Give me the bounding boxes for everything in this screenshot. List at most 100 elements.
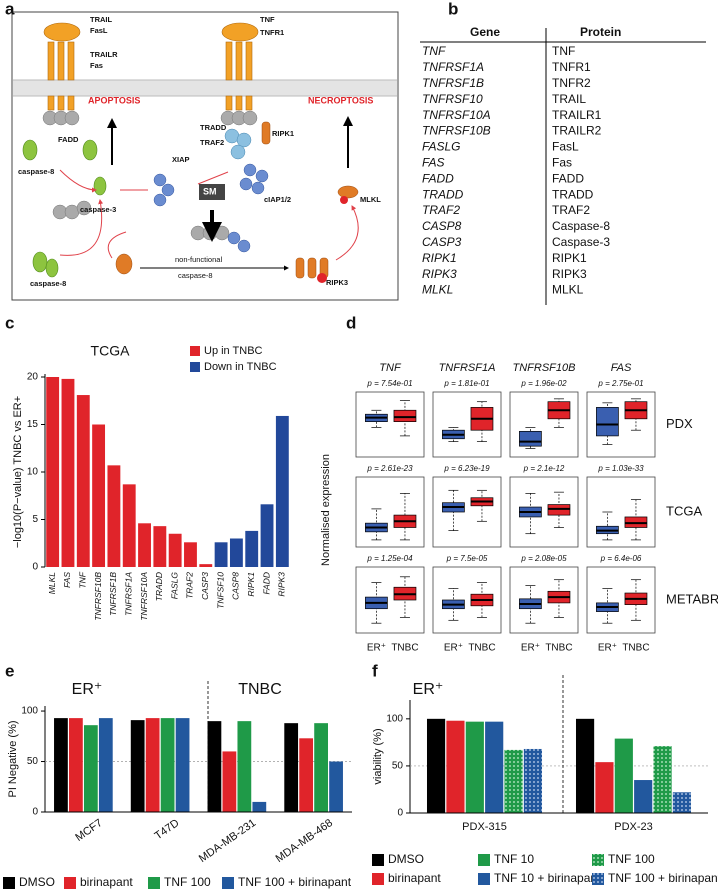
bar [98,718,113,812]
legend-swatch [190,362,200,372]
bar [446,720,465,813]
diagram-label: Fas [90,61,103,70]
protein-cell: RIPK3 [552,267,587,281]
legend-swatch [592,854,604,866]
bar [465,721,484,813]
gene-title: TNF [379,362,402,374]
protein-cell: RIPK1 [552,251,587,265]
x-tick-label: TNFRSF10B [93,572,103,621]
p-value: p = 1.25e-04 [366,554,413,563]
diagram-label: caspase-8 [178,271,213,280]
protein-cell: Caspase-8 [552,219,610,233]
p-value: p = 2.1e-12 [523,464,565,473]
bar [61,378,75,567]
gene-cell: TNFRSF1A [422,60,484,74]
group-label: TNBC [238,681,282,698]
x-tick-label: TNBC [391,643,418,654]
p-value: p = 2.08e-05 [520,554,567,563]
x-tick-label: MDA-MB-468 [274,817,335,865]
legend-swatch [64,877,76,889]
x-tick-label: TNFRSF1B [108,572,118,616]
gene-title: FAS [611,362,632,374]
diagram-label: SM [203,186,217,196]
bar [653,746,672,813]
protein-cell: TNFR1 [552,60,591,74]
bar [284,723,299,812]
bar [199,564,213,567]
diagram-label: caspase-8 [30,279,66,288]
legend-label: TNF 10 [494,852,534,866]
y-axis-label: −log10(P−value) TNBC vs ER+ [12,396,24,548]
panel-frame [586,391,656,458]
bar [54,718,68,812]
bar [145,718,160,812]
x-tick-label: CASP3 [200,572,210,600]
bar [168,533,182,567]
diagram-label: MLKL [360,195,381,204]
bar [122,484,136,567]
table-header: Gene [470,25,500,39]
y-axis-label: viability (%) [372,728,384,784]
table-header: Protein [580,25,621,39]
legend-swatch [478,873,490,885]
x-tick-label: RIPK1 [246,572,256,597]
protein-cell: Caspase-3 [552,235,610,249]
gene-cell: TNFRSF10 [422,92,483,106]
bar [245,530,259,567]
legend-label: TNF 100 + birinapant [238,875,352,889]
legend-label: Up in TNBC [204,345,263,357]
bar [252,801,267,812]
diagram-label: XIAP [172,155,190,164]
legend-swatch [372,854,384,866]
diagram-label: RIPK3 [326,278,348,287]
p-value: p = 1.03e-33 [597,464,644,473]
panel-frame [586,566,656,634]
x-tick-label: T47D [153,817,182,842]
protein-cell: TNF [552,44,575,58]
p-value: p = 2.75e-01 [597,379,643,388]
diagram-label: non-functional [175,255,222,264]
box [596,407,619,437]
gene-cell: TRAF2 [422,203,460,217]
panel-frame [586,476,656,548]
x-tick-label: TNBC [468,643,495,654]
x-tick-label: ER⁺ [367,643,386,654]
p-value: p = 2.61e-23 [366,464,413,473]
y-axis-label: Normalised expression [320,454,332,566]
panel-label: c [5,313,14,332]
title: TCGA [91,343,131,359]
panel-frame [509,476,579,548]
bar [153,526,167,567]
diagram-label: TRAIL [90,15,112,24]
y-tick-label: 0 [397,808,403,819]
panel-label: d [346,313,356,332]
panel-label: f [372,661,378,680]
y-tick-label: 5 [32,514,38,525]
diagram-label: TNFR1 [260,28,284,37]
gene-cell: FAS [422,155,444,169]
bar [634,780,653,813]
gene-cell: FASLG [422,140,460,154]
legend-label: TNF 100 [164,875,211,889]
y-tick-label: 50 [392,761,404,772]
gene-cell: TNF [422,44,446,58]
bar [275,415,289,567]
bar [523,748,543,813]
y-tick-label: 100 [21,706,38,717]
diagram-label: NECROPTOSIS [308,95,373,105]
y-tick-label: 0 [32,562,38,573]
y-tick-label: 10 [27,467,39,478]
bar [485,721,504,813]
diagram-label: TRADD [200,123,227,132]
p-value: p = 1.96e-02 [520,379,567,388]
protein-cell: TRAF2 [552,203,590,217]
legend-label: birinapant [80,875,133,889]
legend-label: TNF 10 + birinapant [494,871,601,885]
x-tick-label: TNBC [622,643,649,654]
gene-cell: TNFRSF10A [422,108,491,122]
protein-cell: TRAILR2 [552,124,602,138]
bar [214,542,228,567]
bar [175,718,190,812]
protein-cell: MLKL [552,283,584,297]
